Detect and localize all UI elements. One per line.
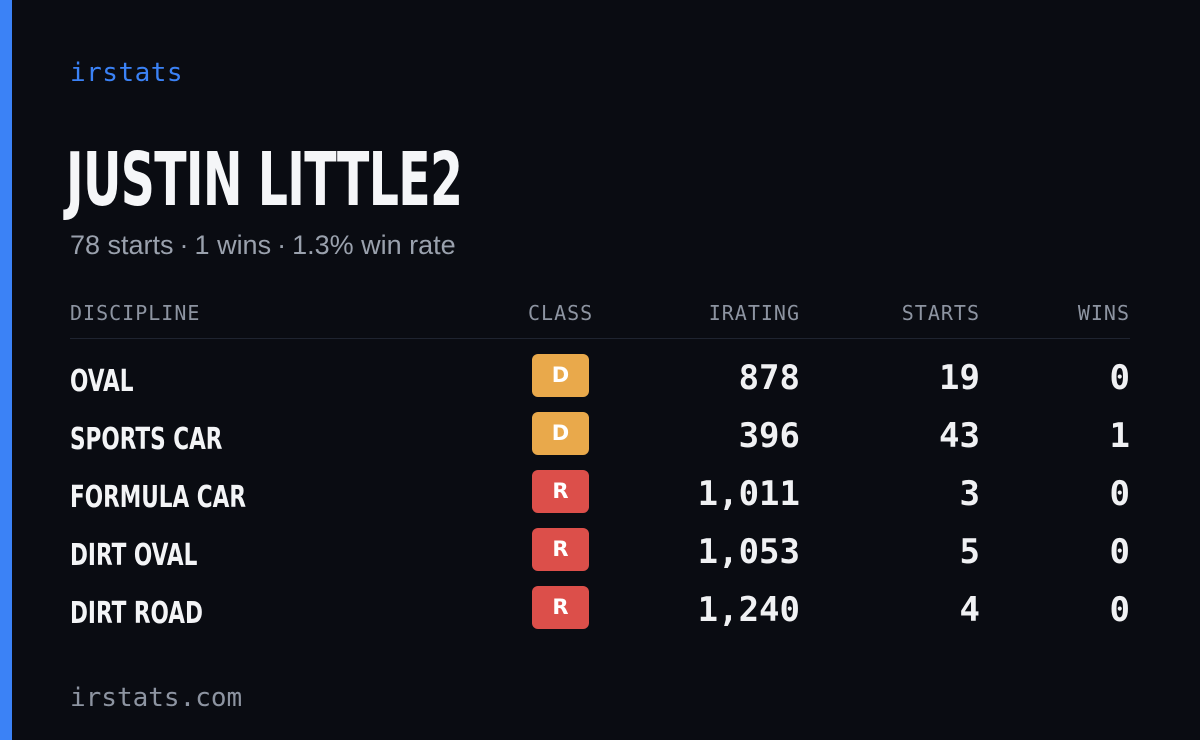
column-header-wins: WINS — [1077, 301, 1130, 325]
class-badge: D — [532, 412, 589, 455]
starts-value: 4 — [959, 590, 980, 630]
stats-summary: 78 starts · 1 wins · 1.3% win rate — [70, 228, 456, 262]
wins-value: 0 — [1109, 358, 1130, 398]
wins-value: 0 — [1109, 532, 1130, 572]
discipline-name: DIRT ROAD — [70, 596, 203, 631]
class-badge: R — [532, 528, 589, 571]
irating-value: 1,053 — [697, 532, 800, 572]
starts-value: 5 — [959, 532, 980, 572]
starts-value: 19 — [939, 358, 980, 398]
table-row: SPORTS CAR D 396 43 1 — [70, 408, 1130, 466]
brand-logo-text[interactable]: irstats — [70, 58, 184, 88]
irating-value: 1,240 — [697, 590, 800, 630]
irating-value: 1,011 — [697, 474, 800, 514]
discipline-name: OVAL — [70, 364, 134, 399]
summary-win-rate: 1.3% win rate — [292, 230, 456, 260]
wins-value: 1 — [1109, 416, 1130, 456]
table-row: FORMULA CAR R 1,011 3 0 — [70, 466, 1130, 524]
driver-name: JUSTIN LITTLE2 — [66, 137, 463, 223]
starts-value: 43 — [939, 416, 980, 456]
accent-bar — [0, 0, 12, 740]
discipline-name: FORMULA CAR — [70, 480, 246, 515]
table-body: OVAL D 878 19 0 SPORTS CAR D 396 43 1 FO… — [70, 350, 1130, 640]
irating-value: 878 — [738, 358, 800, 398]
table-row: OVAL D 878 19 0 — [70, 350, 1130, 408]
class-badge: R — [532, 586, 589, 629]
discipline-name: DIRT OVAL — [70, 538, 198, 573]
irating-value: 396 — [738, 416, 800, 456]
summary-starts: 78 starts — [70, 230, 174, 260]
class-badge: R — [532, 470, 589, 513]
column-header-discipline: DISCIPLINE — [70, 301, 201, 325]
class-badge: D — [532, 354, 589, 397]
discipline-name: SPORTS CAR — [70, 422, 223, 457]
column-header-irating: IRATING — [708, 301, 800, 325]
wins-value: 0 — [1109, 474, 1130, 514]
column-header-class: CLASS — [528, 301, 594, 325]
starts-value: 3 — [959, 474, 980, 514]
table-header: DISCIPLINE CLASS IRATING STARTS WINS — [70, 300, 1130, 339]
summary-separator: · — [277, 230, 287, 260]
table-row: DIRT ROAD R 1,240 4 0 — [70, 582, 1130, 640]
summary-wins: 1 wins — [194, 230, 272, 260]
table-row: DIRT OVAL R 1,053 5 0 — [70, 524, 1130, 582]
wins-value: 0 — [1109, 590, 1130, 630]
footer-site-url[interactable]: irstats.com — [70, 683, 243, 713]
column-header-starts: STARTS — [901, 301, 980, 325]
summary-separator: · — [179, 230, 189, 260]
